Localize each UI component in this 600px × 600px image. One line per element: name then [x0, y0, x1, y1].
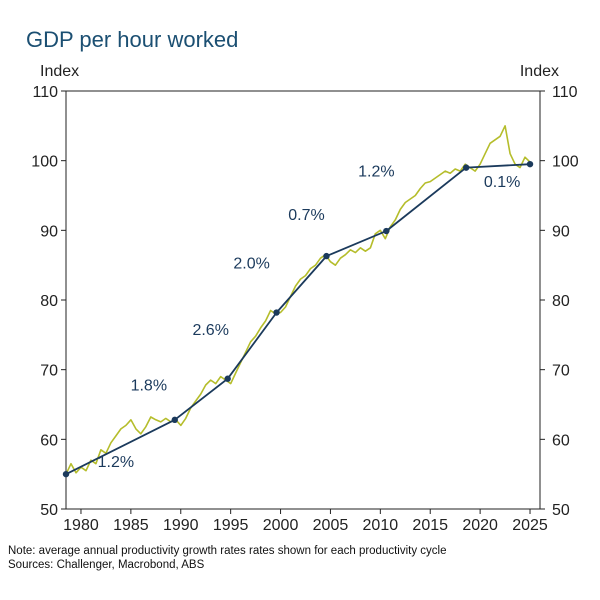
cycle-growth-label: 1.2%: [98, 454, 134, 471]
chart-title: GDP per hour worked: [26, 27, 238, 52]
y-tick-label-left: 90: [40, 223, 58, 240]
y-tick-label-right: 110: [552, 84, 578, 101]
cycle-growth-label: 0.7%: [288, 207, 324, 224]
trend-point: [526, 160, 534, 168]
series-layer: [62, 125, 534, 478]
cycle-growth-label: 2.0%: [233, 256, 269, 273]
chart-sources: Sources: Challenger, Macrobond, ABS: [8, 559, 205, 571]
y-tick-label-left: 100: [31, 154, 58, 171]
y-tick-label-right: 60: [552, 432, 570, 449]
right-axis-unit: Index: [520, 63, 559, 80]
x-tick-label: 2010: [363, 517, 399, 534]
y-tick-label-right: 90: [552, 223, 570, 240]
x-tick-label: 1980: [63, 517, 99, 534]
x-tick-label: 1985: [113, 517, 149, 534]
axis-ticks: 50 50 60 60 70 70 80 80 90 90 100 100 110 110 1980 1985…: [31, 84, 579, 534]
y-tick-label-right: 70: [552, 363, 570, 380]
trend-point: [62, 470, 70, 478]
y-tick-label-left: 60: [40, 432, 58, 449]
cycle-growth-label: 2.6%: [192, 322, 228, 339]
left-axis-unit: Index: [40, 63, 79, 80]
plot-frame: [65, 90, 541, 510]
x-tick-label: 2020: [462, 517, 498, 534]
y-tick-label-left: 80: [40, 293, 58, 310]
y-tick-label-right: 50: [552, 502, 570, 519]
y-tick-label-left: 110: [32, 84, 58, 101]
chart-note: Note: average annual productivity growth…: [8, 545, 447, 557]
trend-line: [65, 163, 531, 476]
x-tick-label: 2000: [263, 517, 299, 534]
cycle-growth-label: 1.2%: [358, 164, 394, 181]
y-tick-label-right: 80: [552, 293, 570, 310]
x-tick-label: 1995: [213, 517, 249, 534]
y-tick-label-left: 70: [40, 363, 58, 380]
cycle-growth-label: 1.8%: [131, 378, 167, 395]
y-tick-label-right: 100: [552, 154, 579, 171]
trend-point: [462, 164, 470, 171]
trend-point: [383, 227, 390, 235]
trend-point: [273, 309, 280, 316]
x-tick-label: 2015: [412, 517, 448, 534]
index-line: [65, 125, 531, 475]
y-tick-label-left: 50: [40, 502, 58, 519]
x-tick-label: 2025: [512, 517, 548, 534]
chart: GDP per hour worked Index Index 50 50 60 60…: [26, 27, 579, 534]
cycle-labels: 1.2% 1.8% 2.6% 2.0% 0.7% 1.2% 0.1%: [98, 164, 521, 472]
trend-point: [323, 252, 330, 260]
trend-point: [171, 416, 178, 424]
x-tick-label: 1990: [163, 517, 199, 534]
trend-point: [224, 375, 231, 382]
cycle-growth-label: 0.1%: [484, 174, 520, 191]
x-tick-label: 2005: [313, 517, 349, 534]
